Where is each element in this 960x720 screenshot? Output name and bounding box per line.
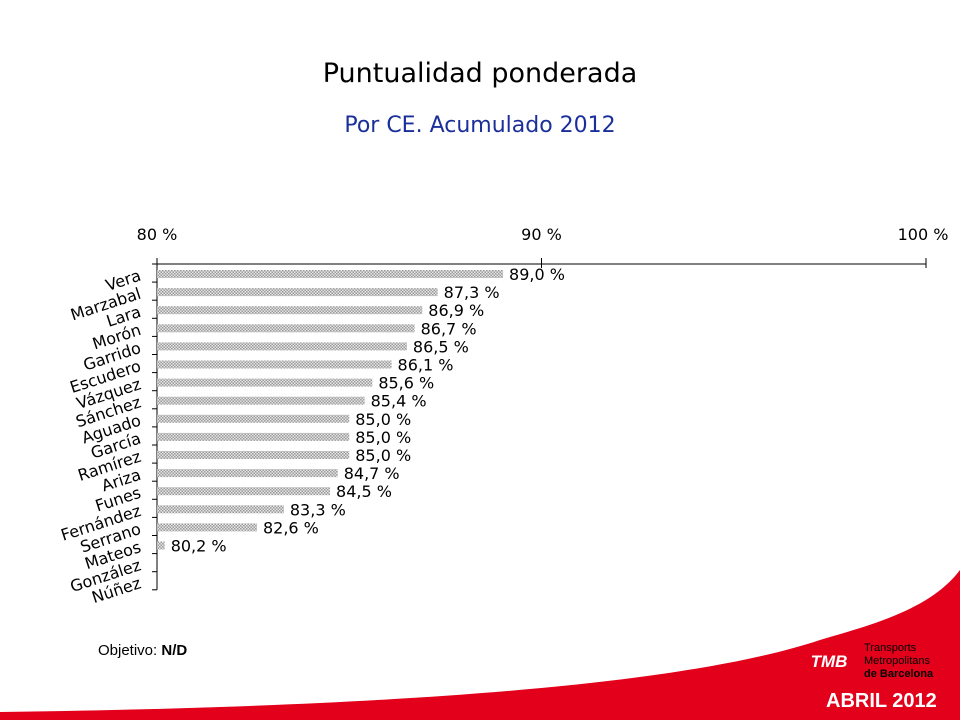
bar — [157, 396, 365, 405]
bar — [157, 414, 350, 423]
data-label: 86,7 % — [421, 319, 477, 338]
data-label: 85,4 % — [371, 392, 427, 411]
chart-subtitle: Por CE. Acumulado 2012 — [344, 113, 616, 138]
x-tick-label: 80 % — [137, 225, 178, 244]
data-label: 89,0 % — [509, 265, 565, 284]
chart-title: Puntualidad ponderada — [322, 58, 638, 89]
bar — [157, 541, 165, 550]
data-label: 80,2 % — [171, 537, 227, 556]
bar — [157, 505, 284, 514]
logo-line-2: Metropolitans — [864, 655, 931, 667]
logo-line-1: Transports — [864, 642, 917, 654]
data-label: 87,3 % — [444, 283, 500, 302]
bar — [157, 469, 338, 478]
data-label: 86,9 % — [428, 301, 484, 320]
bar — [157, 270, 504, 278]
data-label: 84,7 % — [344, 464, 400, 483]
tmb-logo-text: Transports Metropolitans de Barcelona — [864, 642, 933, 681]
bar — [157, 451, 350, 459]
data-label: 86,1 % — [398, 356, 454, 375]
data-label: 83,3 % — [290, 500, 346, 519]
data-label: 82,6 % — [263, 518, 319, 537]
date-label: ABRIL 2012 — [826, 690, 937, 712]
bar — [157, 523, 257, 532]
x-tick-label: 100 % — [898, 225, 949, 244]
tmb-logo-badge: TMB — [800, 644, 858, 680]
data-label: 85,0 % — [355, 428, 411, 447]
data-label: 85,0 % — [355, 410, 411, 429]
data-label: 86,5 % — [413, 337, 469, 356]
data-label: 85,6 % — [378, 374, 434, 393]
logo-line-3: de Barcelona — [864, 668, 934, 680]
bar — [157, 487, 331, 496]
tmb-logo: TMB Transports Metropolitans de Barcelon… — [800, 636, 950, 688]
x-tick-label: 90 % — [521, 225, 562, 244]
objective-value: N/D — [161, 642, 188, 659]
objective-text: Objetivo: N/D — [98, 642, 187, 659]
bar — [157, 378, 373, 387]
bar — [157, 306, 423, 315]
bar — [157, 342, 407, 351]
bar — [157, 288, 438, 297]
objective-label: Objetivo: — [98, 642, 158, 659]
data-label: 85,0 % — [355, 446, 411, 465]
bar — [157, 324, 415, 333]
bar — [157, 432, 350, 441]
bar — [157, 360, 392, 369]
data-label: 84,5 % — [336, 482, 392, 501]
